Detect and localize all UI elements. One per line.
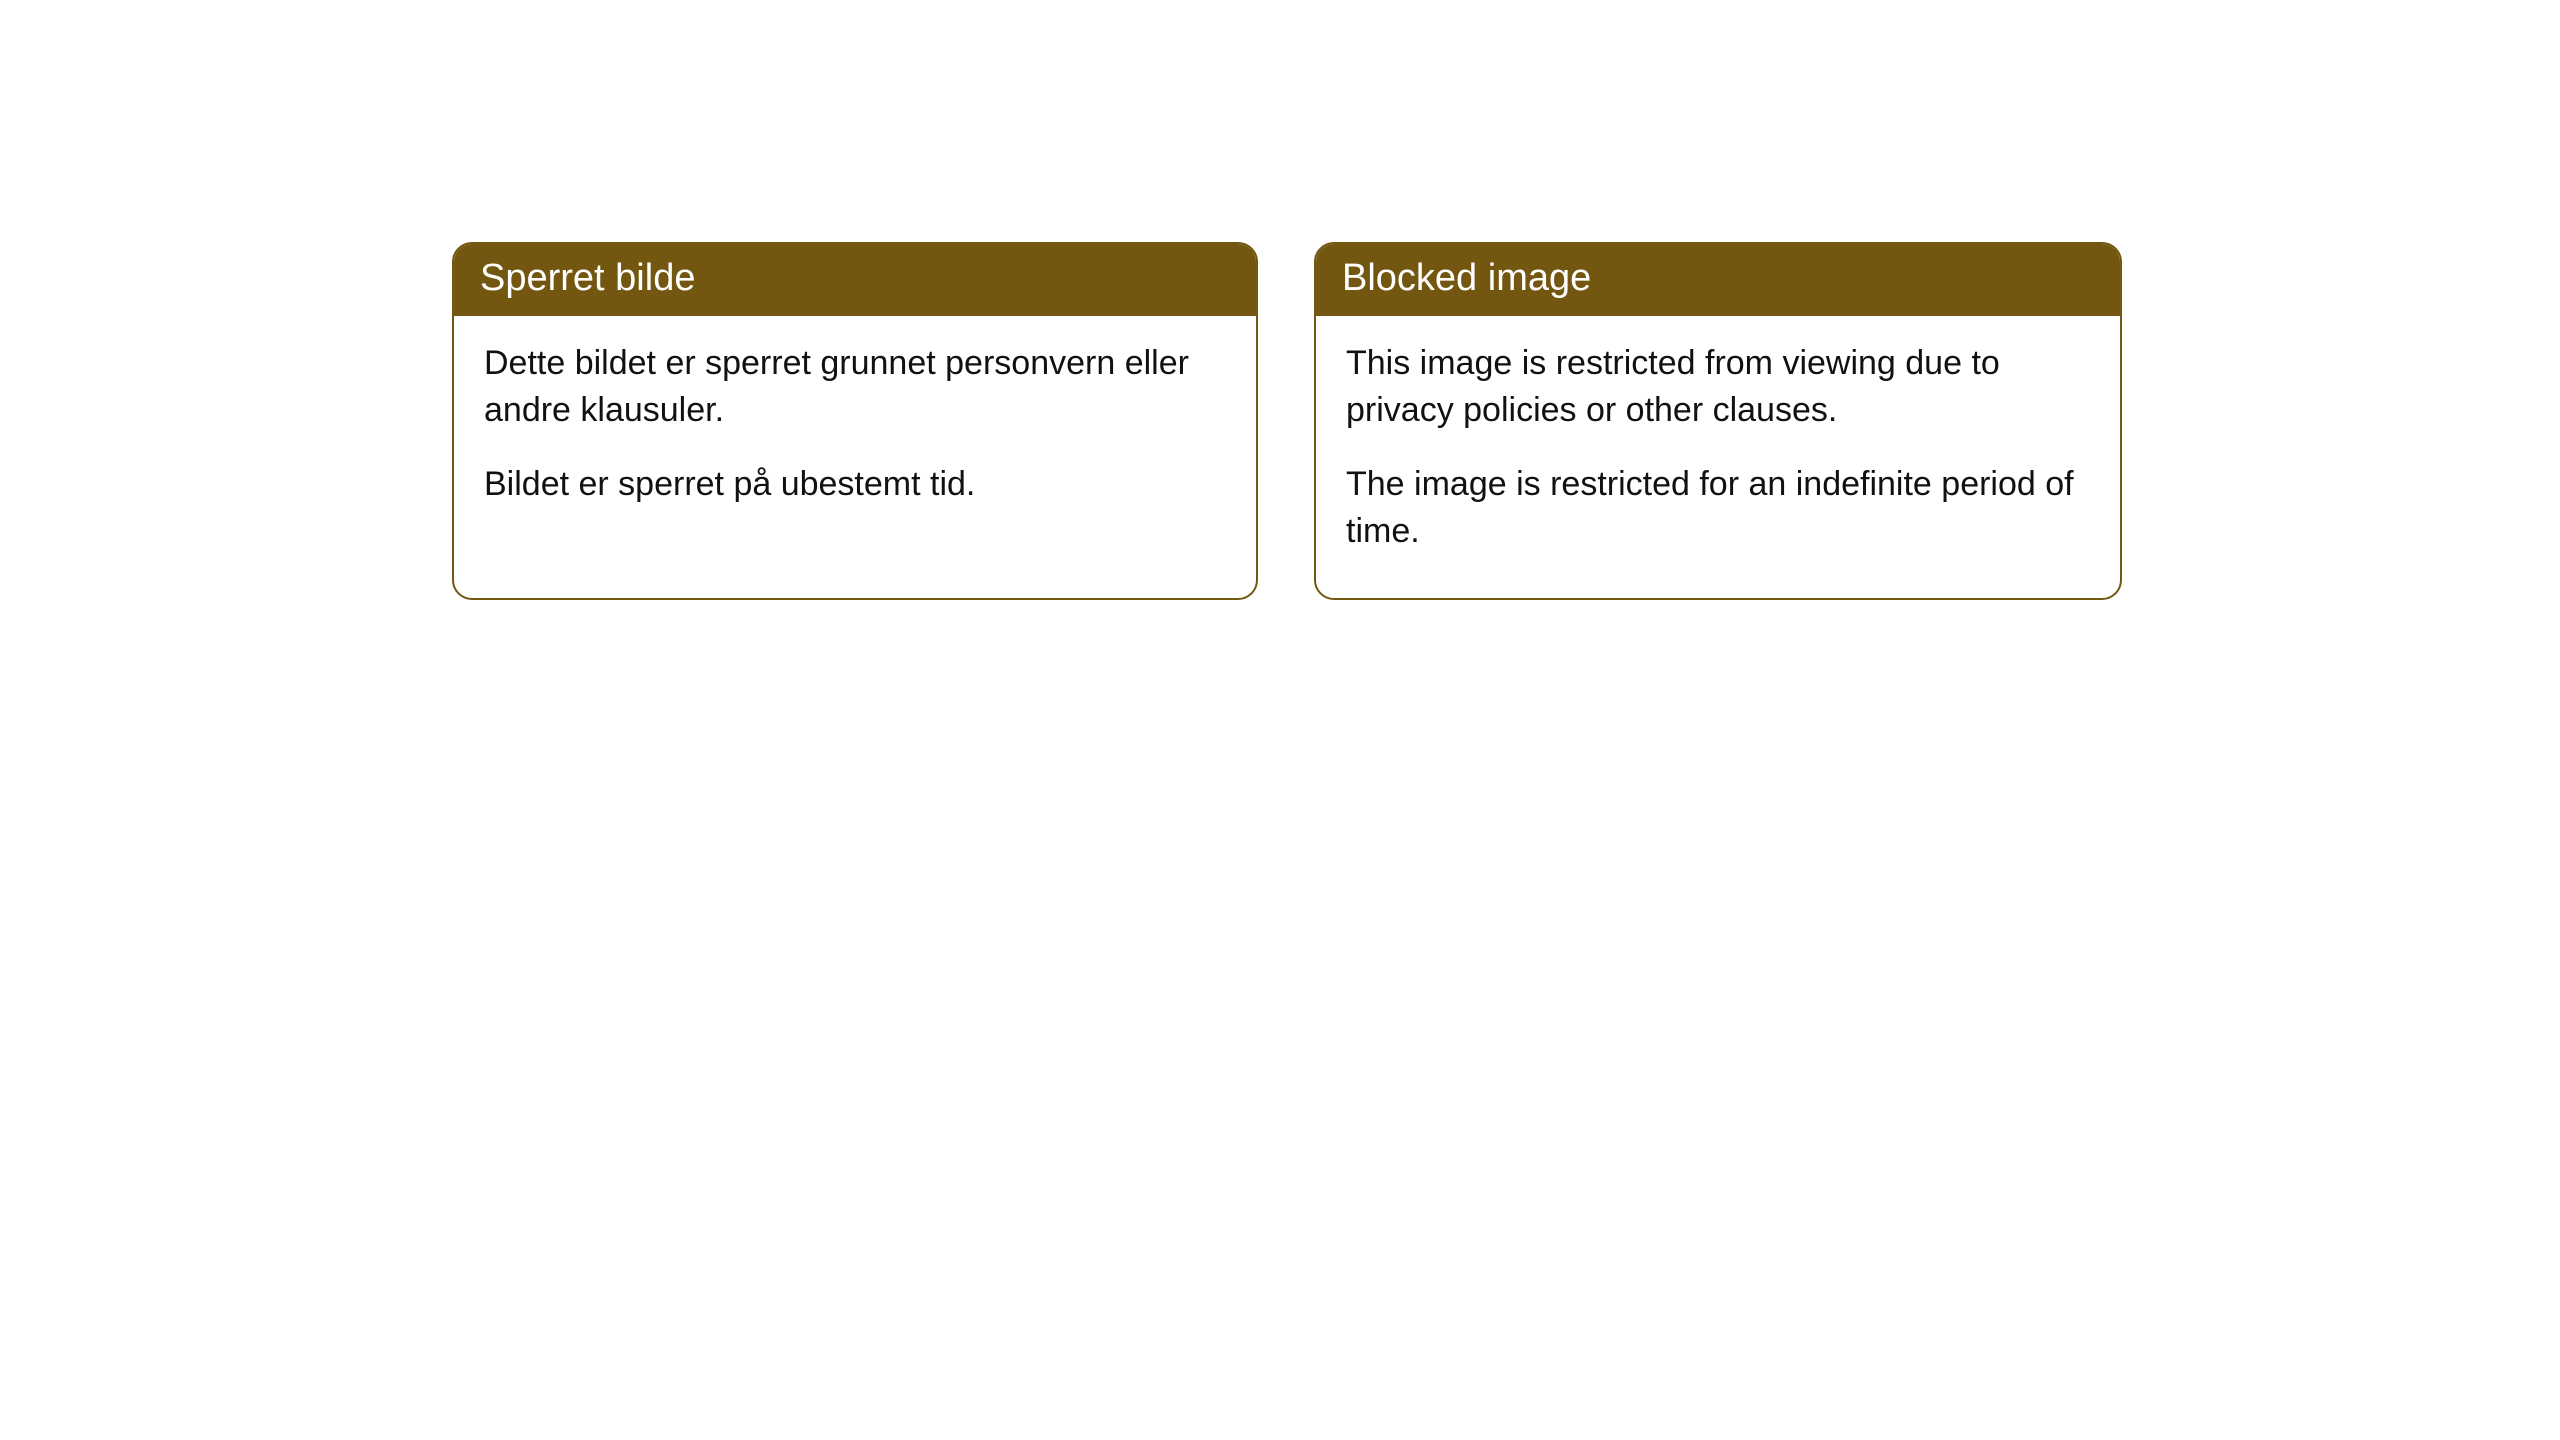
card-paragraph: Bildet er sperret på ubestemt tid.: [484, 461, 1226, 509]
card-paragraph: This image is restricted from viewing du…: [1346, 340, 2090, 435]
card-header-en: Blocked image: [1316, 244, 2120, 316]
card-paragraph: Dette bildet er sperret grunnet personve…: [484, 340, 1226, 435]
card-paragraph: The image is restricted for an indefinit…: [1346, 461, 2090, 556]
card-body-no: Dette bildet er sperret grunnet personve…: [454, 316, 1256, 551]
blocked-image-card-en: Blocked image This image is restricted f…: [1314, 242, 2122, 600]
card-header-no: Sperret bilde: [454, 244, 1256, 316]
blocked-image-card-no: Sperret bilde Dette bildet er sperret gr…: [452, 242, 1258, 600]
cards-container: Sperret bilde Dette bildet er sperret gr…: [0, 0, 2560, 600]
card-body-en: This image is restricted from viewing du…: [1316, 316, 2120, 598]
